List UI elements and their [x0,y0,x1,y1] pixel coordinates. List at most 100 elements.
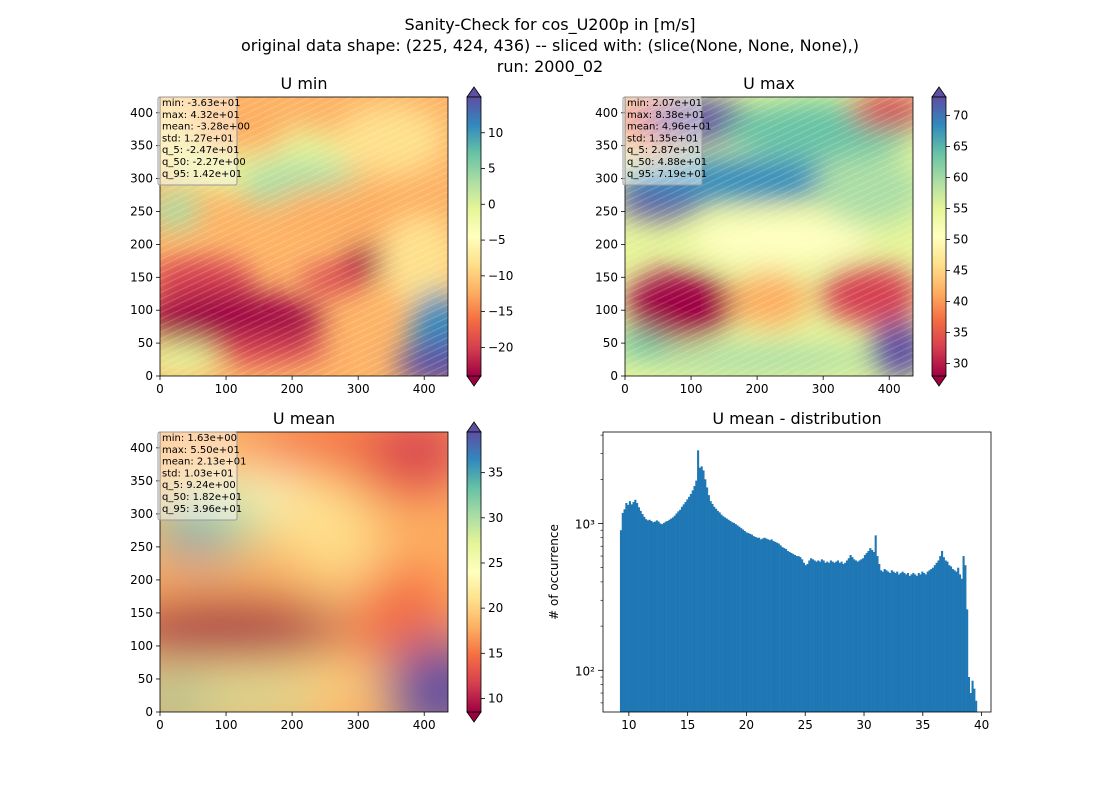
histogram-bar [960,578,963,712]
histogram-bar [851,557,854,712]
histogram-bar [700,466,703,712]
u-mean-x-tick-label: 100 [215,718,238,732]
u-mean-colorbar: 10 15 20 25 30 35 [466,421,503,723]
histogram-bar [639,510,642,712]
histogram-bar [772,540,775,712]
histogram-bar [763,537,766,712]
histogram-bar [917,573,920,712]
figure-title-line-3: run: 2000_02 [497,57,603,77]
histogram-bar [969,693,972,712]
histogram-bar [738,526,741,712]
histogram-bar [797,556,800,712]
histogram-bar [829,560,832,712]
histogram-bar [953,570,956,712]
histogram-bar [806,563,809,712]
histogram-bar [897,574,901,712]
colorbar-tick-label: −15 [488,305,513,319]
colorbar-tick-label: 35 [488,466,503,480]
stats-line: q_50: 4.88e+01 [627,157,707,168]
histogram-bar [973,688,976,712]
histogram-bar [928,570,931,712]
histogram-bar [650,520,653,712]
histogram-bar [627,504,630,712]
histogram-bar [767,539,770,712]
u-mean-y-axis: 0 50 100 150 200 250 300 350 400 [130,441,160,719]
histogram-bar [729,520,732,712]
stats-line: q_95: 1.42e+01 [162,169,242,180]
distribution-y-tick-label: 10³ [575,517,595,531]
colorbar-extend-min [466,375,482,387]
colorbar-tick-label: 55 [953,202,968,216]
u-min-colorbar: −20 −15 −10 −5 0 5 10 [466,86,513,387]
stats-line: max: 8.38e+01 [627,110,705,121]
u-mean-plot-frame [159,431,449,713]
histogram-bar [833,562,836,712]
u-min-y-tick-label: 250 [130,204,153,218]
histogram-bar [777,543,780,712]
histogram-bar [887,571,890,712]
colorbar-extend-max [466,86,482,98]
u-mean-heatmap [160,432,448,712]
histogram-bar [896,571,899,712]
u-min-y-axis: 0 50 100 150 200 250 300 350 400 [130,106,160,383]
colorbar-tick-label: 30 [953,357,968,371]
histogram-bar [711,503,714,712]
u-max-y-tick-label: 0 [610,369,618,383]
colorbar-tick-label: 30 [488,511,503,525]
histogram-bar [921,571,924,712]
histogram-bar [691,490,694,712]
u-mean-y-tick-label: 200 [130,573,153,587]
stats-box-background [157,431,238,521]
stats-line: q_5: -2.47e+01 [162,145,239,156]
histogram-bar [637,507,640,712]
histogram-bar [815,561,818,712]
histogram-bar [768,540,771,712]
u-mean-y-tick-label: 250 [130,540,153,554]
histogram-bar [697,450,700,712]
histogram-bar [673,515,676,712]
u-max-y-axis: 0 50 100 150 200 250 300 350 400 [595,106,625,383]
histogram-bar [677,511,680,712]
histogram-bar [632,502,635,712]
histogram-bar [845,560,849,712]
histogram-bar [731,522,734,712]
stats-line: min: -3.63e+01 [162,98,241,109]
histogram-bar [944,560,947,712]
colorbar-bar [466,431,482,713]
u-mean-x-tick-label: 400 [413,718,436,732]
histogram-bar [874,535,877,712]
stats-line: max: 4.32e+01 [162,110,240,121]
histogram-bar [872,551,875,712]
histogram-bar [946,561,949,712]
histogram-bar [715,508,718,712]
histogram-bar [664,521,667,712]
colorbar-tick-label: 35 [953,326,968,340]
histogram-bar [679,509,682,712]
u-max-x-tick-label: 100 [680,382,703,396]
u-mean-x-axis: 0 100 200 300 400 [156,712,436,732]
histogram-bar [636,502,639,712]
stats-line: mean: -3.28e+00 [162,122,250,133]
u-min-x-tick-label: 100 [215,382,238,396]
histogram-bar [775,542,779,712]
histogram-bar [707,495,710,712]
u-mean-y-tick-label: 50 [138,672,153,686]
histogram-bar [774,541,777,712]
distribution-x-tick-label: 35 [915,718,930,732]
colorbar-tick-label: 25 [488,556,503,570]
u-max-y-tick-label: 150 [595,270,618,284]
histogram-bar [903,573,906,712]
histogram-bar [971,680,974,712]
colorbar-tick-label: 10 [488,126,503,140]
histogram-bar [906,573,910,712]
colorbar-tick-label: 40 [953,295,968,309]
histogram-bar [826,561,829,712]
colorbar-tick-label: 20 [488,601,503,615]
histogram-bar [686,499,689,712]
histogram-bar [655,520,658,712]
histogram-bar [625,502,628,712]
stats-line: q_95: 7.19e+01 [627,169,707,180]
